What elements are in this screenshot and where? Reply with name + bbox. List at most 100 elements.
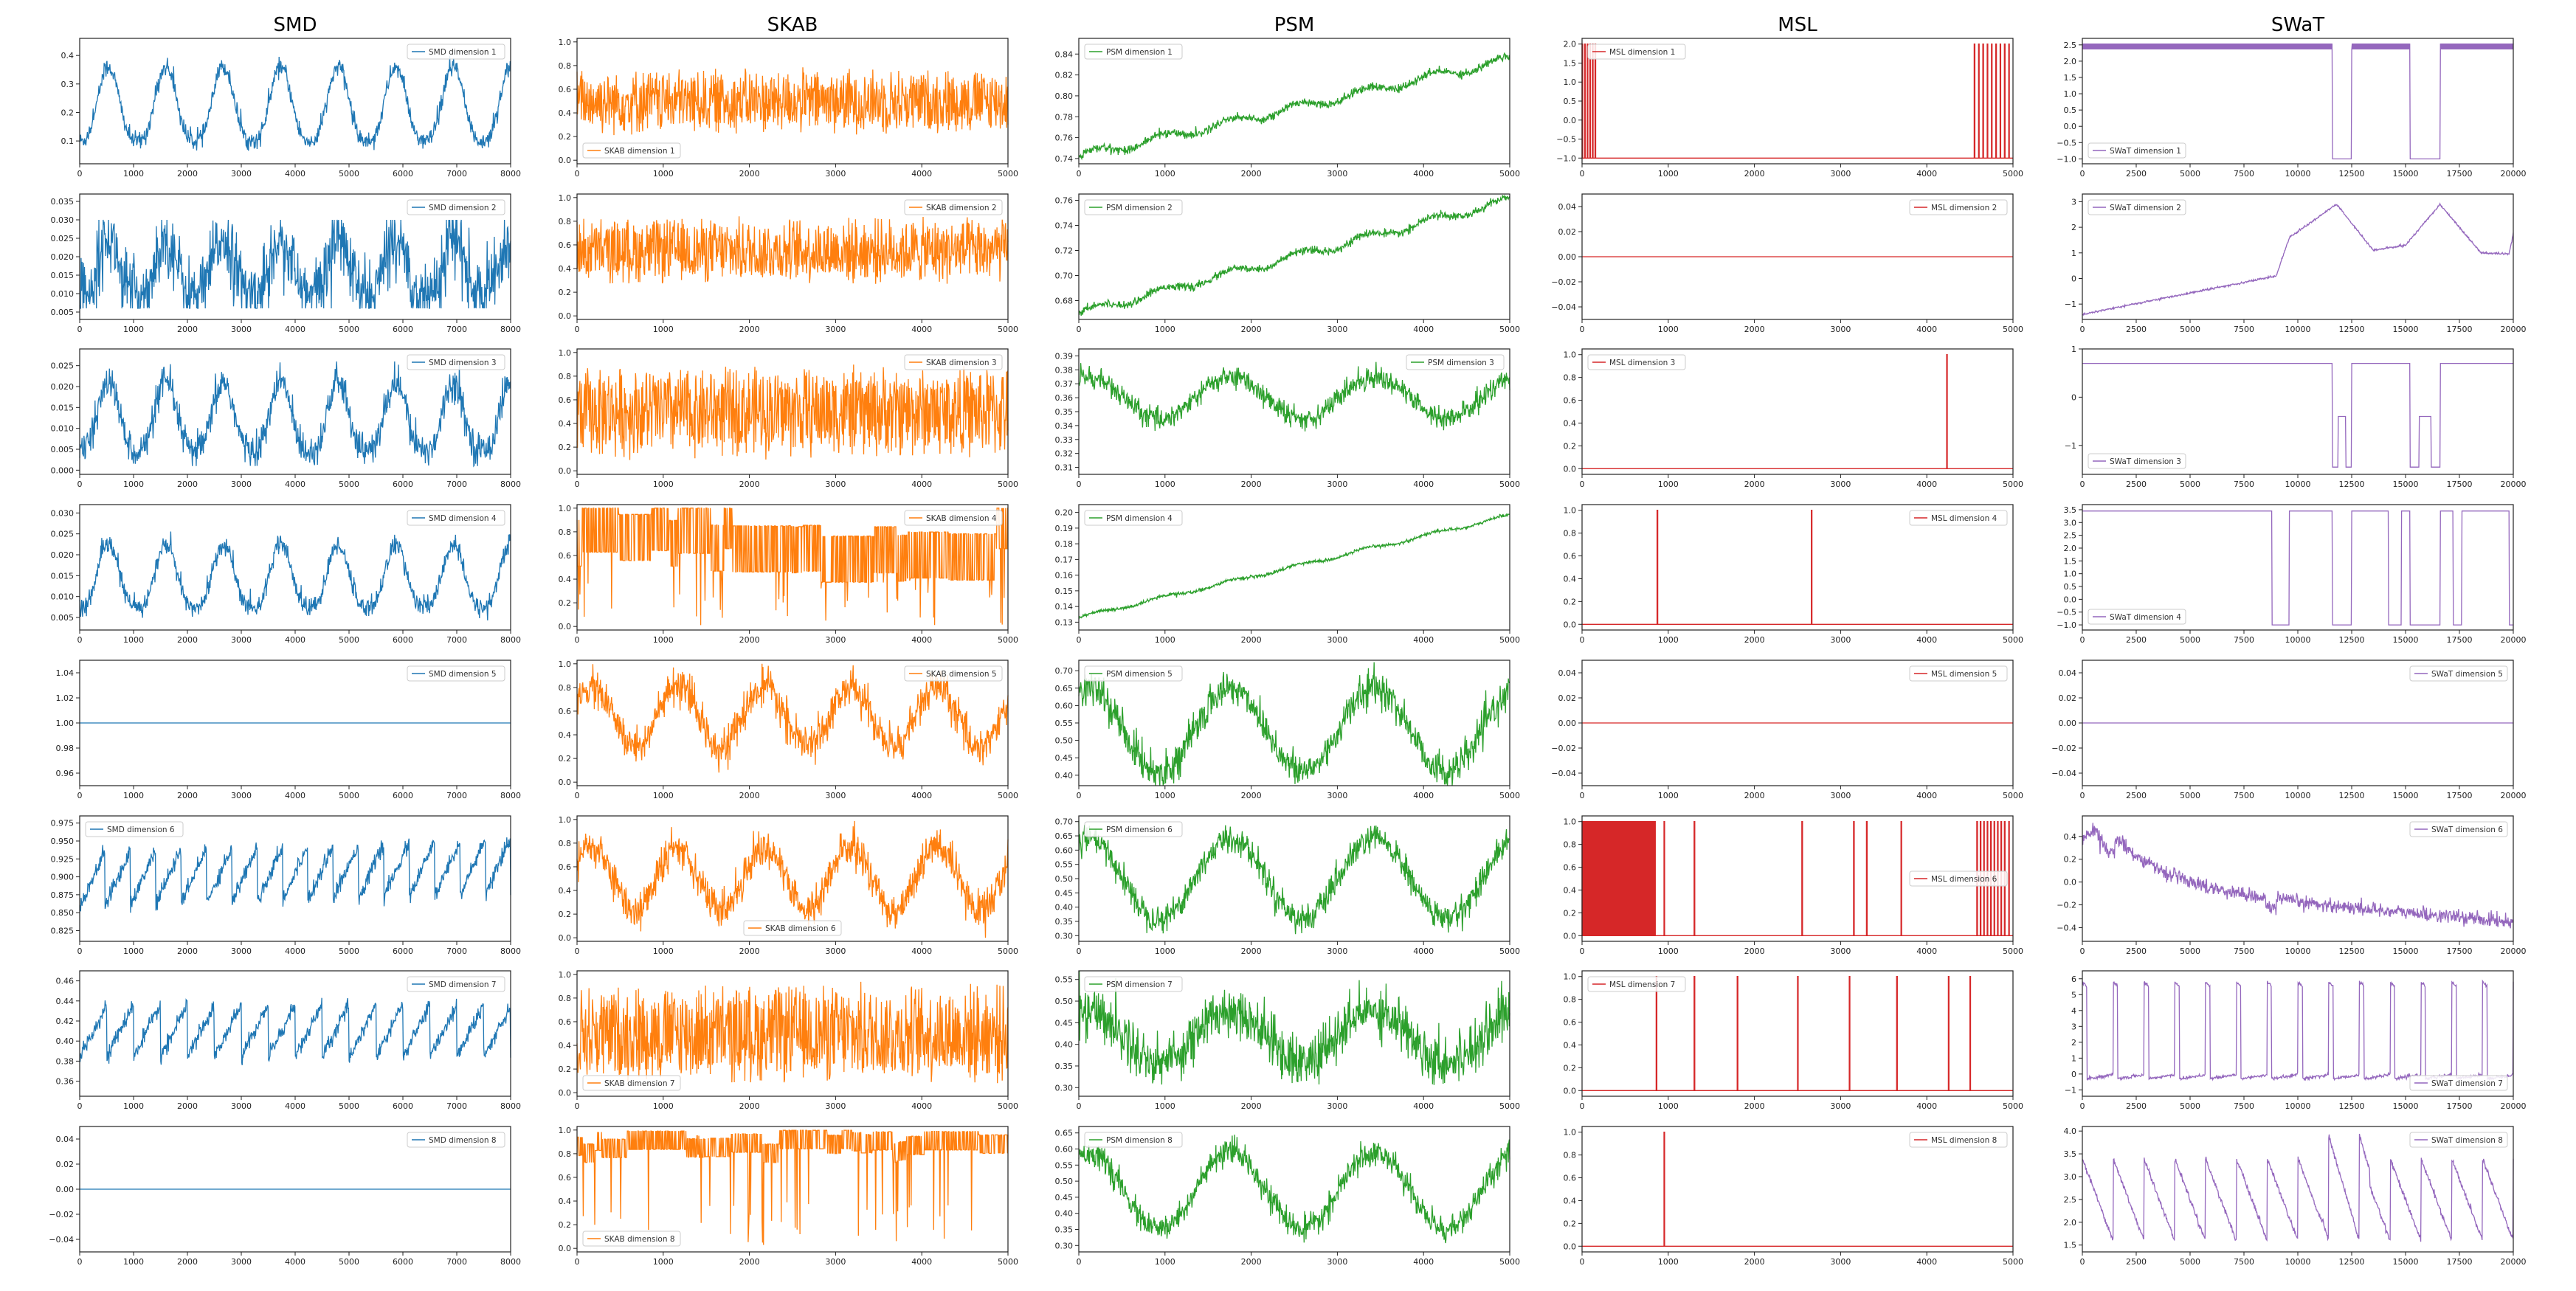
y-tick-label: 0.6: [559, 85, 572, 94]
legend-box: [2409, 1075, 2508, 1091]
x-tick-label: 2000: [1241, 480, 1262, 489]
panel-skab-8: 0 1000 2000 3000 4000 5000 0.0 0.2 0.4 0.6 0.8 1.0 S…: [559, 1126, 1019, 1267]
series-line: [1582, 354, 2013, 469]
legend: SMD dimension 6: [85, 821, 184, 837]
y-tick-label: 0.70: [1055, 666, 1074, 676]
x-tick-label: 7500: [2234, 1257, 2254, 1267]
y-tick-label: 1.0: [559, 660, 572, 669]
legend: SWaT dimension 7: [2409, 1075, 2508, 1091]
legend: SWaT dimension 4: [2088, 609, 2186, 625]
legend-label: MSL dimension 4: [1931, 514, 1997, 523]
y-tick-label: 0.2: [559, 1220, 572, 1230]
y-tick-label: 0.4: [559, 419, 572, 429]
y-tick-label: 0.76: [1055, 134, 1074, 143]
x-tick-label: 5000: [2003, 946, 2023, 956]
series-line: [576, 1129, 1009, 1245]
y-tick-label: 0.0: [1564, 620, 1577, 629]
y-tick-label: 1.0: [559, 38, 572, 47]
x-tick-label: 2000: [177, 169, 198, 179]
series-line: [576, 67, 1009, 136]
y-tick-label: 0.0: [559, 466, 572, 476]
panel-msl-5: 0 1000 2000 3000 4000 5000 −0.04 −0.02 0.00 0.02 0…: [1551, 660, 2023, 800]
panel-psm-1: 0 1000 2000 3000 4000 5000 0.74 0.76 0.78 0.80 0.8…: [1055, 38, 1520, 179]
x-tick-label: 10000: [2285, 1257, 2311, 1267]
x-tick-label: 4000: [1916, 480, 1937, 489]
y-tick-label: 0.4: [559, 575, 572, 584]
y-tick-label: −0.02: [2051, 744, 2076, 753]
y-tick-label: 0.020: [51, 382, 75, 392]
legend: MSL dimension 2: [1909, 199, 2008, 215]
y-tick-label: 0.2: [559, 443, 572, 452]
x-tick-label: 4000: [911, 480, 932, 489]
x-tick-label: 2000: [1744, 946, 1765, 956]
x-tick-label: 4000: [1916, 169, 1937, 179]
legend-label: PSM dimension 1: [1106, 48, 1173, 57]
panel-psm-6: 0 1000 2000 3000 4000 5000 0.30 0.35 0.40 0.45 0.5…: [1055, 815, 1520, 956]
axes-frame: [1581, 504, 2014, 631]
x-tick-label: 1000: [1155, 169, 1175, 179]
panel-smd-5: 0 1000 2000 3000 4000 5000 6000 7000 8000 0.96 0.9…: [56, 660, 521, 800]
x-tick-label: 15000: [2393, 169, 2419, 179]
series-line: [79, 361, 511, 468]
series-line: [1078, 662, 1510, 786]
panel-msl-7: 0 1000 2000 3000 4000 5000 0.0 0.2 0.4 0.6 0.8 1.0 M…: [1564, 970, 2023, 1111]
legend: PSM dimension 8: [1084, 1132, 1183, 1148]
y-tick-label: 0.0: [559, 311, 572, 321]
x-tick-label: 2000: [1241, 635, 1262, 645]
y-tick-label: 0.70: [1055, 817, 1074, 827]
axes-frame: [1581, 970, 2014, 1097]
x-tick-label: 0: [575, 169, 580, 179]
legend-box: [904, 199, 1003, 215]
x-tick-label: 20000: [2501, 169, 2527, 179]
y-tick-label: 0.44: [56, 997, 75, 1006]
x-tick-label: 3000: [231, 1101, 252, 1111]
y-tick-label: 0.04: [56, 1135, 75, 1144]
x-tick-label: 3000: [231, 480, 252, 489]
panel-swat-5: 0 2500 5000 7500 10000 12500 15000 17500 20000 −0…: [2051, 660, 2527, 800]
y-tick-label: 0.4: [559, 264, 572, 274]
legend: PSM dimension 1: [1084, 44, 1183, 60]
x-tick-label: 8000: [500, 791, 521, 800]
x-tick-label: 15000: [2393, 946, 2419, 956]
x-tick-label: 1000: [1155, 1101, 1175, 1111]
panel-msl-6: 0 1000 2000 3000 4000 5000 0.0 0.2 0.4 0.6 0.8 1.0 M…: [1564, 815, 2023, 956]
x-tick-label: 8000: [500, 480, 521, 489]
x-tick-label: 0: [1580, 635, 1585, 645]
x-tick-label: 0: [1580, 325, 1585, 334]
x-tick-label: 15000: [2393, 1257, 2419, 1267]
y-tick-label: 0.00: [56, 1185, 75, 1194]
y-tick-label: 0.010: [51, 289, 75, 299]
legend-label: SKAB dimension 4: [926, 514, 997, 523]
panel-smd-6: 0 1000 2000 3000 4000 5000 6000 7000 8000 0.825 0.…: [51, 815, 521, 956]
x-tick-label: 7000: [446, 1101, 467, 1111]
y-tick-label: 0.000: [51, 465, 75, 475]
legend-label: SWaT dimension 4: [2110, 613, 2181, 622]
y-tick-label: 0.35: [1055, 407, 1074, 417]
legend: SWaT dimension 6: [2409, 821, 2508, 837]
legend: SWaT dimension 1: [2088, 142, 2186, 159]
panel-psm-2: 0 1000 2000 3000 4000 5000 0.68 0.70 0.72 0.74 0.7…: [1055, 193, 1520, 334]
legend-label: SMD dimension 1: [429, 48, 497, 57]
x-tick-label: 5000: [2180, 791, 2200, 800]
x-tick-label: 0: [77, 635, 83, 645]
series-line: [2082, 362, 2513, 468]
x-tick-label: 3000: [1830, 1101, 1851, 1111]
legend-box: [407, 44, 505, 60]
y-tick-label: −0.5: [1556, 135, 1576, 145]
x-tick-label: 10000: [2285, 791, 2311, 800]
x-tick-label: 0: [1077, 791, 1082, 800]
y-tick-label: 0.6: [559, 395, 572, 405]
legend: SKAB dimension 8: [582, 1231, 681, 1247]
x-tick-label: 0: [575, 635, 580, 645]
panel-swat-7: 0 2500 5000 7500 10000 12500 15000 17500 20000 −1…: [2065, 970, 2527, 1111]
y-tick-label: 0.55: [1055, 719, 1074, 728]
y-tick-label: 0.850: [51, 908, 75, 918]
y-tick-label: 3.0: [2064, 1172, 2077, 1182]
x-tick-label: 4000: [285, 791, 305, 800]
legend-box: [407, 1132, 505, 1148]
x-tick-label: 5000: [1499, 791, 1520, 800]
panel-msl-3: 0 1000 2000 3000 4000 5000 0.0 0.2 0.4 0.6 0.8 1.0 M…: [1564, 348, 2023, 489]
series-line: [576, 364, 1009, 460]
x-tick-label: 12500: [2339, 169, 2365, 179]
